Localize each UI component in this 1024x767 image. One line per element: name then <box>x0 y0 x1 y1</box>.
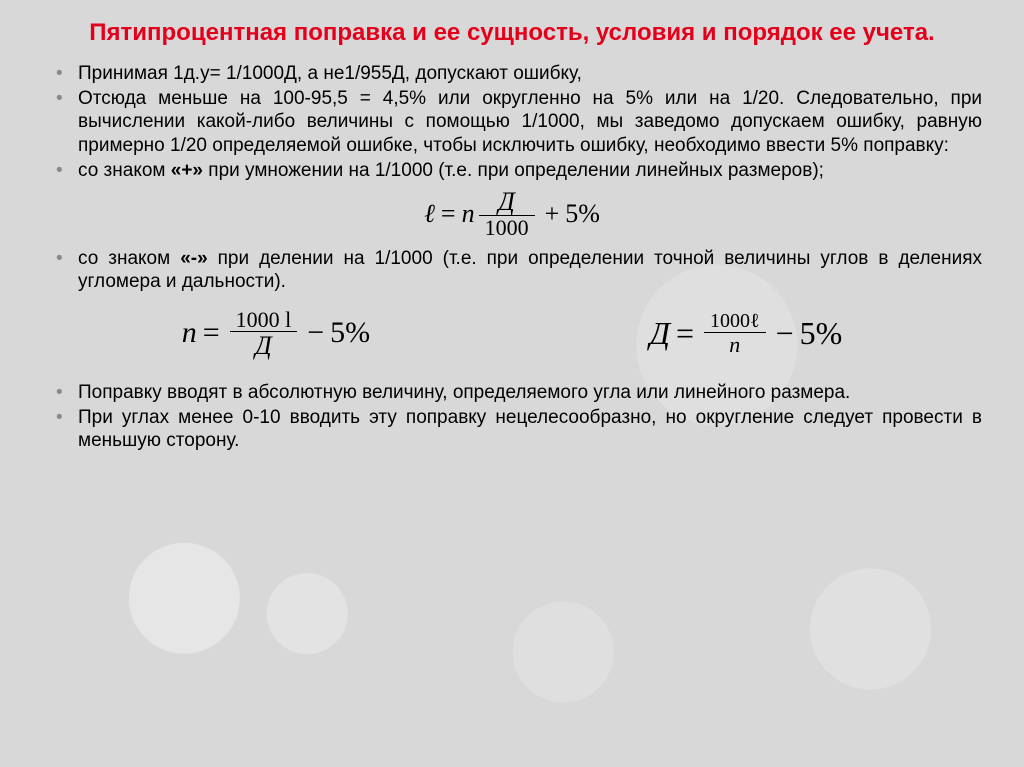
text: со знаком <box>78 160 171 181</box>
lhs: ℓ <box>424 199 435 229</box>
numerator: Д <box>492 188 521 215</box>
bullet-list: Принимая 1д.у= 1/1000Д, а не1/955Д, допу… <box>42 62 982 182</box>
num-text: 1000 l <box>236 307 292 332</box>
text: при умножении на 1/1000 (т.е. при опреде… <box>203 160 824 181</box>
plus: + <box>539 199 566 229</box>
formula-center: ℓ = n Д 1000 + 5% <box>42 188 982 239</box>
minus: − <box>301 316 330 350</box>
list-item: со знаком «+» при умножении на 1/1000 (т… <box>42 159 982 182</box>
fraction: Д 1000 <box>479 188 535 239</box>
equation-n: n = 1000 l Д − 5% <box>182 308 370 359</box>
bullet-list: со знаком «-» при делении на 1/1000 (т.е… <box>42 247 982 293</box>
denominator: 1000 <box>479 216 535 239</box>
num-text: 1000ℓ <box>710 310 760 332</box>
equals: = <box>435 199 462 229</box>
tail: 5% <box>800 315 843 352</box>
fraction: 1000ℓ n <box>704 311 766 356</box>
text: при делении на 1/1000 (т.е. при определе… <box>78 248 982 292</box>
numerator: 1000ℓ <box>704 311 766 332</box>
list-item: со знаком «-» при делении на 1/1000 (т.е… <box>42 247 982 293</box>
bullet-list: Поправку вводят в абсолютную величину, о… <box>42 381 982 453</box>
coef: n <box>462 199 475 229</box>
denominator: n <box>723 333 746 356</box>
minus: − <box>770 315 800 352</box>
list-item: При углах менее 0-10 вводить эту поправк… <box>42 406 982 452</box>
tail: 5% <box>330 316 370 350</box>
tail: 5% <box>565 199 600 229</box>
equation-ell: ℓ = n Д 1000 + 5% <box>424 188 600 239</box>
fraction: 1000 l Д <box>230 308 298 359</box>
lhs: n <box>182 316 197 350</box>
equals: = <box>670 315 700 352</box>
bold-plus: «+» <box>171 160 203 181</box>
list-item: Принимая 1д.у= 1/1000Д, а не1/955Д, допу… <box>42 62 982 85</box>
slide-title: Пятипроцентная поправка и ее сущность, у… <box>42 18 982 48</box>
text: со знаком <box>78 248 180 269</box>
lhs: Д <box>650 315 670 352</box>
equals: = <box>197 316 226 350</box>
list-item: Отсюда меньше на 100-95,5 = 4,5% или окр… <box>42 87 982 157</box>
list-item: Поправку вводят в абсолютную величину, о… <box>42 381 982 404</box>
formula-pair: n = 1000 l Д − 5% Д = 1000ℓ n − 5% <box>42 308 982 359</box>
equation-d: Д = 1000ℓ n − 5% <box>650 311 843 356</box>
bold-minus: «-» <box>180 248 207 269</box>
slide: Пятипроцентная поправка и ее сущность, у… <box>0 0 1024 767</box>
numerator: 1000 l <box>230 308 298 331</box>
denominator: Д <box>249 332 278 359</box>
